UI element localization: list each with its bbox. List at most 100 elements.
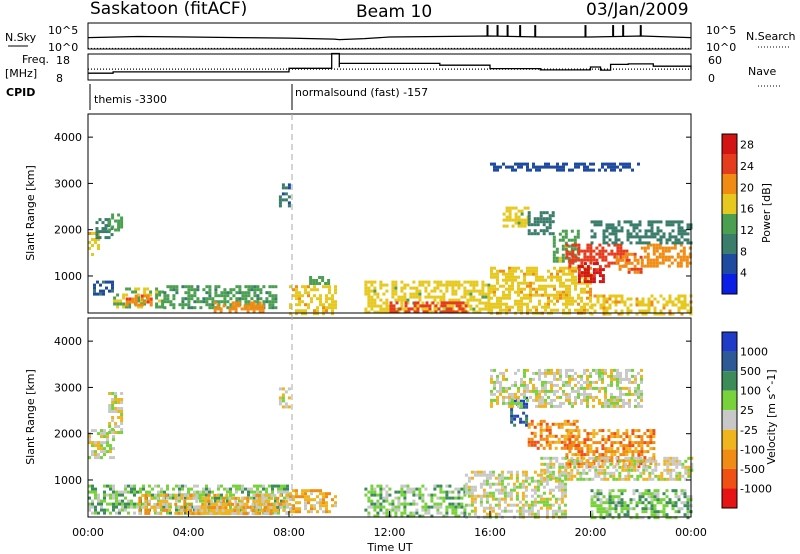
power-cell	[328, 303, 331, 307]
velocity-cell	[611, 507, 615, 511]
velocity-cell	[568, 444, 572, 448]
power-cell	[427, 283, 431, 287]
velocity-cell	[622, 453, 626, 457]
velocity-cell	[379, 505, 383, 509]
power-cell	[413, 304, 417, 308]
power-cell	[370, 295, 374, 299]
velocity-cell	[115, 505, 118, 509]
velocity-cell	[574, 444, 578, 448]
velocity-cell	[619, 444, 623, 448]
velocity-cell	[267, 502, 271, 506]
velocity-cell	[651, 477, 655, 481]
velocity-cell	[112, 435, 115, 439]
power-cell	[490, 275, 493, 279]
power-cell	[621, 264, 625, 268]
power-cell	[181, 300, 185, 304]
velocity-cell	[544, 374, 547, 378]
velocity-cell	[172, 487, 175, 491]
velocity-cell	[424, 487, 428, 491]
velocity-cell	[592, 441, 596, 445]
velocity-cell	[479, 497, 483, 501]
power-cell	[295, 309, 298, 313]
velocity-cell	[382, 505, 386, 509]
velocity-cell	[279, 505, 283, 509]
velocity-cell	[565, 398, 568, 402]
velocity-cell	[577, 389, 580, 393]
velocity-cell	[558, 477, 562, 481]
velocity-cell	[647, 489, 651, 493]
power-cell	[635, 300, 639, 304]
velocity-cell	[251, 512, 255, 516]
velocity-cell	[539, 473, 543, 477]
velocity-cell	[548, 434, 552, 438]
power-cell	[413, 310, 417, 314]
power-cell	[281, 192, 285, 196]
velocity-cell	[619, 371, 622, 375]
power-cell	[96, 292, 99, 296]
power-cell	[650, 294, 654, 298]
velocity-cell	[124, 484, 127, 488]
power-cell	[649, 261, 653, 265]
velocity-cell	[510, 408, 514, 412]
power-cell	[385, 289, 389, 293]
power-cell	[117, 228, 121, 232]
power-cell	[556, 293, 559, 297]
velocity-cell	[409, 514, 413, 518]
power-cell	[443, 310, 447, 314]
velocity-cell	[604, 371, 607, 375]
velocity-cell	[541, 371, 544, 375]
power-cell	[91, 232, 94, 235]
velocity-cell	[364, 508, 368, 512]
velocity-cell	[649, 435, 653, 439]
power-cell	[547, 299, 550, 303]
velocity-cell	[530, 506, 534, 510]
power-cell	[385, 307, 389, 311]
velocity-cell	[470, 488, 474, 492]
power-cell	[686, 223, 690, 227]
power-cell	[394, 292, 398, 296]
power-cell	[656, 238, 660, 242]
velocity-cell	[497, 476, 501, 480]
power-cell	[664, 258, 668, 262]
velocity-cell	[650, 513, 654, 517]
power-cell	[614, 235, 618, 239]
velocity-cell	[622, 450, 626, 454]
power-cell	[202, 288, 206, 292]
velocity-cell	[196, 484, 199, 488]
velocity-cell	[563, 434, 567, 438]
power-cell	[608, 303, 612, 307]
velocity-cell	[281, 393, 285, 397]
velocity-cell	[103, 450, 106, 454]
power-cell	[481, 286, 485, 290]
velocity-cell	[666, 468, 670, 472]
velocity-cell	[652, 441, 656, 445]
velocity-cell	[653, 513, 657, 517]
power-cell	[472, 310, 476, 314]
power-cell	[568, 290, 571, 294]
power-cell	[598, 249, 602, 253]
power-cell	[424, 289, 428, 293]
power-cell	[172, 297, 176, 301]
power-cell	[265, 297, 269, 301]
power-cell	[514, 269, 517, 273]
velocity-cell	[628, 380, 631, 384]
velocity-cell	[217, 496, 220, 500]
power-cell	[577, 162, 580, 166]
power-cell	[680, 235, 684, 239]
velocity-cell	[97, 502, 100, 506]
velocity-cell	[97, 511, 100, 515]
power-cell	[463, 295, 467, 299]
velocity-cell	[409, 490, 413, 494]
power-cell	[548, 214, 552, 218]
power-cell	[216, 304, 220, 308]
velocity-cell	[586, 438, 590, 442]
velocity-cell	[194, 506, 198, 510]
velocity-cell	[415, 493, 419, 497]
power-cell	[508, 269, 511, 273]
power-cell	[638, 229, 642, 233]
velocity-cell	[445, 496, 449, 500]
power-cell	[382, 292, 386, 296]
power-cell	[403, 283, 407, 287]
power-cell	[238, 297, 242, 301]
power-colorbar-swatch-6	[722, 154, 737, 174]
